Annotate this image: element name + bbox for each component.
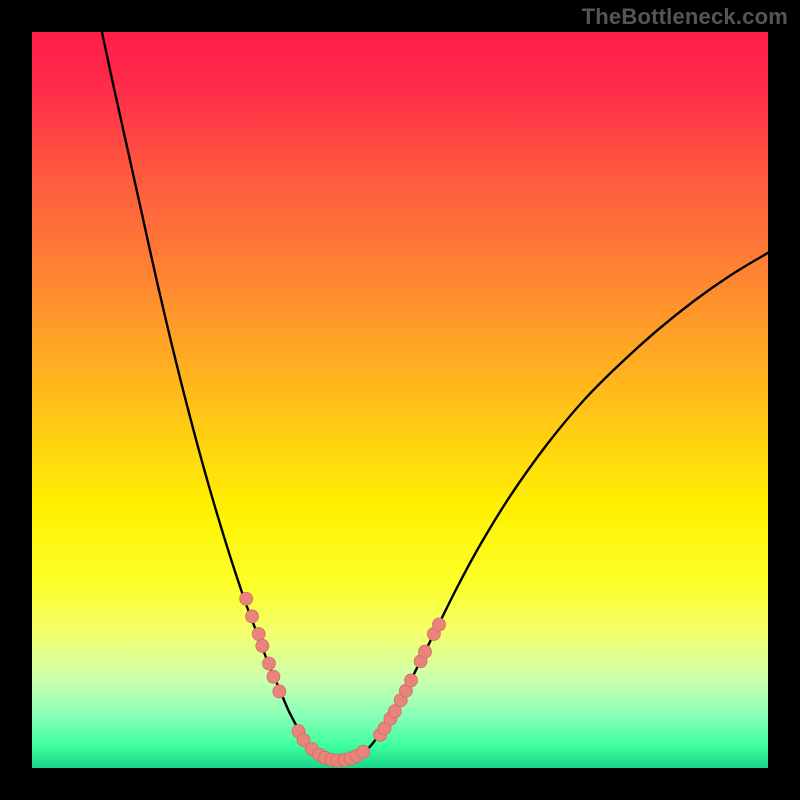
data-marker bbox=[405, 674, 418, 687]
curve-overlay bbox=[32, 32, 768, 768]
bottleneck-curve bbox=[102, 32, 768, 761]
data-marker bbox=[246, 610, 259, 623]
data-marker bbox=[252, 628, 265, 641]
data-marker bbox=[240, 592, 253, 605]
data-marker bbox=[256, 639, 269, 652]
data-marker bbox=[419, 645, 432, 658]
data-marker bbox=[273, 685, 286, 698]
data-marker bbox=[262, 657, 275, 670]
plot-frame bbox=[32, 32, 768, 768]
data-marker bbox=[267, 670, 280, 683]
chart-container: TheBottleneck.com bbox=[0, 0, 800, 800]
watermark-text: TheBottleneck.com bbox=[582, 4, 788, 30]
data-marker bbox=[357, 745, 370, 758]
data-marker bbox=[433, 618, 446, 631]
